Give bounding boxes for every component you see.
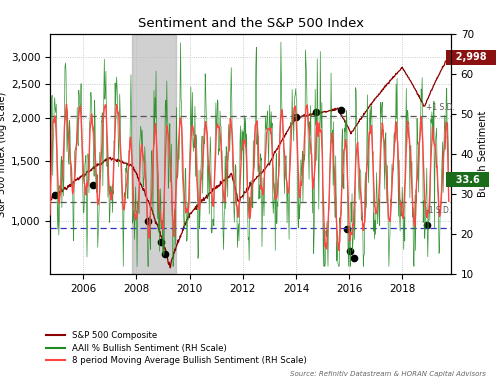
Title: Sentiment and the S&P 500 Index: Sentiment and the S&P 500 Index [137, 18, 364, 30]
Text: 2,998: 2,998 [449, 52, 493, 62]
Text: 33.6: 33.6 [449, 175, 486, 185]
Legend: S&P 500 Composite, AAII % Bullish Sentiment (RH Scale), 8 period Moving Average : S&P 500 Composite, AAII % Bullish Sentim… [47, 331, 307, 365]
Y-axis label: Bullish Sentiment: Bullish Sentiment [478, 111, 488, 197]
Text: Source: Refinitiv Datastream & HORAN Capital Advisors: Source: Refinitiv Datastream & HORAN Cap… [290, 371, 486, 377]
Y-axis label: S&P 500 Index (log scale): S&P 500 Index (log scale) [0, 92, 7, 217]
Text: +1 S.D.: +1 S.D. [426, 103, 455, 112]
Bar [132, 34, 176, 274]
Text: -1 S.D.: -1 S.D. [426, 206, 451, 215]
